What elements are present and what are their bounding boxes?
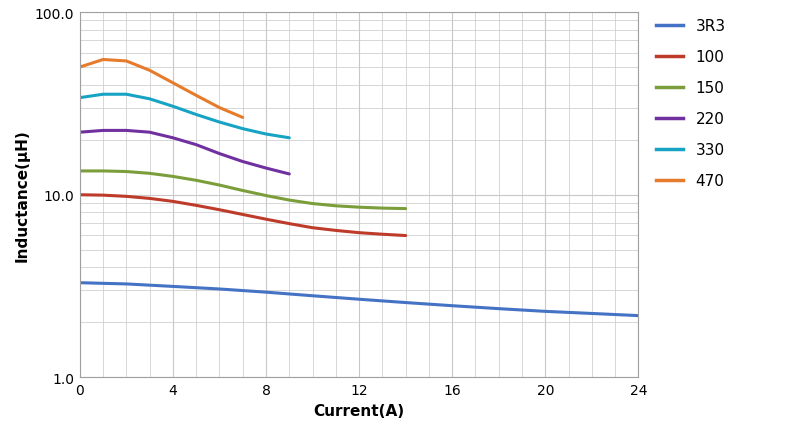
330 (261, 132, 271, 137)
330 (215, 120, 224, 125)
100 (238, 212, 247, 217)
100 (215, 207, 224, 213)
150 (75, 169, 85, 174)
3R3 (261, 290, 271, 295)
470 (145, 69, 155, 74)
470 (98, 58, 108, 63)
150 (238, 188, 247, 194)
3R3 (215, 287, 224, 292)
100 (168, 199, 178, 204)
Line: 220: 220 (80, 131, 290, 174)
100 (377, 232, 387, 237)
330 (98, 92, 108, 98)
3R3 (540, 309, 550, 314)
3R3 (401, 300, 410, 306)
100 (331, 228, 341, 233)
150 (261, 194, 271, 199)
330 (192, 112, 201, 118)
150 (145, 171, 155, 177)
Line: 330: 330 (80, 95, 290, 138)
100 (354, 230, 364, 236)
330 (121, 92, 131, 98)
470 (121, 59, 131, 64)
3R3 (634, 313, 643, 319)
220 (121, 128, 131, 134)
150 (168, 174, 178, 180)
470 (238, 115, 247, 121)
3R3 (168, 284, 178, 289)
330 (145, 97, 155, 102)
220 (261, 166, 271, 171)
220 (145, 130, 155, 135)
X-axis label: Current(A): Current(A) (314, 403, 405, 418)
150 (215, 183, 224, 188)
100 (285, 221, 294, 227)
Line: 150: 150 (80, 171, 405, 209)
100 (75, 193, 85, 198)
3R3 (308, 293, 318, 299)
Line: 470: 470 (80, 60, 243, 118)
150 (354, 205, 364, 210)
3R3 (75, 280, 85, 286)
150 (285, 198, 294, 203)
Y-axis label: Inductance(μH): Inductance(μH) (14, 129, 30, 262)
100 (121, 194, 131, 200)
220 (168, 136, 178, 141)
220 (98, 128, 108, 134)
220 (192, 143, 201, 148)
3R3 (587, 311, 597, 316)
470 (192, 93, 201, 99)
100 (308, 226, 318, 231)
Line: 100: 100 (80, 195, 405, 236)
Legend: 3R3, 100, 150, 220, 330, 470: 3R3, 100, 150, 220, 330, 470 (650, 13, 732, 195)
Line: 3R3: 3R3 (80, 283, 638, 316)
330 (168, 105, 178, 110)
100 (261, 217, 271, 222)
150 (331, 204, 341, 209)
3R3 (448, 303, 457, 309)
150 (98, 169, 108, 174)
220 (215, 151, 224, 157)
150 (308, 201, 318, 207)
100 (192, 203, 201, 208)
150 (401, 207, 410, 212)
470 (168, 81, 178, 86)
100 (145, 196, 155, 201)
220 (75, 130, 85, 135)
150 (377, 206, 387, 211)
330 (238, 127, 247, 132)
3R3 (494, 306, 504, 312)
470 (215, 106, 224, 111)
330 (75, 96, 85, 101)
220 (285, 172, 294, 177)
3R3 (121, 282, 131, 287)
150 (121, 170, 131, 175)
3R3 (354, 297, 364, 302)
330 (285, 136, 294, 141)
150 (192, 178, 201, 184)
100 (98, 193, 108, 198)
220 (238, 160, 247, 165)
470 (75, 65, 85, 70)
100 (401, 233, 410, 239)
